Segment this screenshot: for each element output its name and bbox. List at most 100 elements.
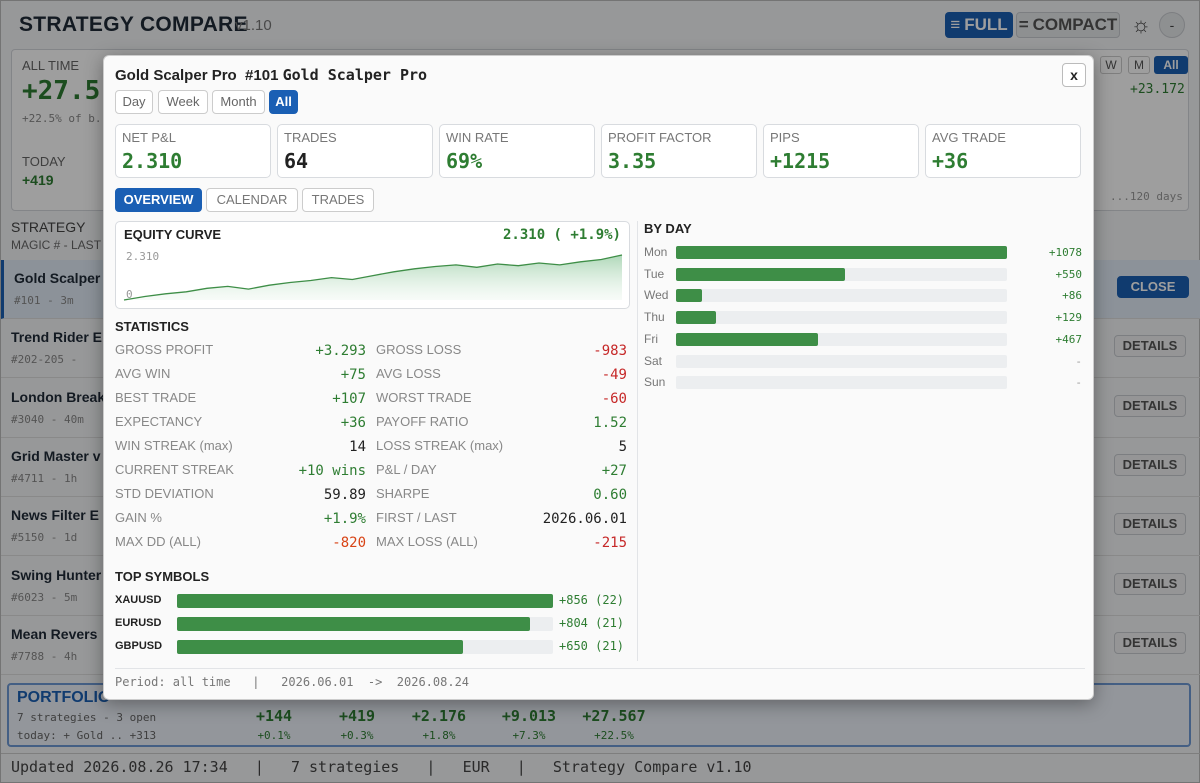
day-label: Fri (644, 331, 658, 346)
sun-icon: ☼ (1130, 12, 1152, 37)
portfolio-pct: +22.5% (594, 729, 634, 742)
tab-trades[interactable]: TRADES (302, 188, 374, 212)
status-updated: Updated 2026.08.26 17:34 (11, 758, 228, 776)
status-bar: Updated 2026.08.26 17:34 | 7 strategies … (1, 753, 1200, 783)
equity-curve-title: EQUITY CURVE (124, 227, 222, 242)
kpi-value: 2.310 (122, 149, 183, 173)
period-week-button[interactable]: W (1100, 56, 1122, 74)
symbol-bar-track (177, 594, 553, 608)
symbol-value: +804 (21) (559, 616, 625, 630)
by-day-title: BY DAY (644, 221, 692, 236)
portfolio-value: +419 (338, 707, 376, 725)
stat-value: 0.60 (593, 487, 627, 503)
minimize-button[interactable]: - (1159, 12, 1185, 38)
portfolio-sub: 7 strategies - 3 open (17, 711, 157, 724)
period-tab-month[interactable]: Month (212, 90, 265, 114)
modal-title-name: Gold Scalper Pro (282, 66, 428, 84)
equity-curve-value: 2.310 ( +1.9%) (502, 227, 621, 243)
today-value: +419 (22, 172, 54, 188)
modal-close-button[interactable]: x (1062, 63, 1086, 87)
symbol-bar (177, 594, 553, 608)
day-label: Tue (644, 266, 665, 281)
close-details-button[interactable]: CLOSE (1117, 276, 1189, 298)
tab-overview[interactable]: OVERVIEW (115, 188, 202, 212)
modal-title: Gold Scalper Pro #101 Gold Scalper Pro (115, 66, 427, 84)
day-label: Sun (644, 375, 666, 390)
strategy-meta: #5150 - 1d (11, 531, 78, 545)
period-all-button[interactable]: All (1154, 56, 1188, 74)
details-button[interactable]: DETAILS (1114, 631, 1186, 654)
portfolio-pct: +0.3% (340, 729, 374, 742)
details-button[interactable]: DETAILS (1114, 335, 1186, 358)
strategy-name: Mean Revers (11, 625, 98, 642)
stat-value: +1.9% (323, 511, 366, 527)
day-label: Mon (644, 245, 668, 259)
period-month-button[interactable]: M (1128, 56, 1150, 74)
day-value: - (1075, 376, 1082, 390)
stat-value: +27 (601, 463, 627, 479)
stat-label: EXPECTANCY (115, 414, 203, 429)
period-tab-week[interactable]: Week (158, 90, 208, 114)
period-tab-day[interactable]: Day (115, 90, 153, 114)
statistics-title: STATISTICS (115, 319, 189, 334)
equity-curve-card: 2.310 0 EQUITY CURVE 2.310 ( +1.9%) (115, 221, 630, 309)
theme-toggle-button[interactable]: ☼ (1127, 11, 1155, 39)
view-full-button[interactable]: ≡ FULL (945, 12, 1013, 38)
day-bar-track (676, 376, 1007, 390)
view-compact-button[interactable]: = COMPACT (1016, 12, 1120, 38)
status-currency: EUR (462, 758, 490, 776)
day-label: Wed (644, 288, 669, 303)
day-value: +86 (1062, 289, 1082, 303)
details-button[interactable]: DETAILS (1114, 572, 1186, 595)
app-header: STRATEGY COMPARE v1.10 ≡ FULL = COMPACT … (1, 1, 1200, 49)
stat-label: GROSS LOSS (376, 342, 462, 357)
kpi-label: TRADES (284, 130, 337, 145)
stat-label: AVG LOSS (376, 366, 441, 381)
stat-label: MAX DD (ALL) (115, 534, 201, 549)
period-tab-all[interactable]: All (269, 90, 298, 114)
view-full-label: FULL (964, 15, 1008, 34)
kpi-card: TRADES 64 (277, 124, 433, 178)
strategy-meta: #4711 - 1h (11, 471, 78, 485)
portfolio-title: PORTFOLIO (17, 689, 111, 706)
stat-value: -983 (593, 343, 627, 359)
strategy-name: Grid Master v (11, 447, 101, 464)
stat-label: MAX LOSS (ALL) (376, 534, 478, 549)
stat-value: 5 (618, 439, 627, 455)
stat-label: PAYOFF RATIO (376, 414, 469, 429)
summary-chart-days: ...120 days (1110, 190, 1183, 203)
strategy-name: News Filter E (11, 507, 99, 524)
alltime-sub: +22.5% of b. (22, 112, 102, 125)
stat-value: 2026.06.01 (542, 511, 627, 527)
stat-label: P&L / DAY (376, 462, 437, 477)
strategy-name: Trend Rider E (11, 329, 103, 346)
equals-icon: = (1018, 15, 1029, 34)
kpi-label: AVG TRADE (932, 130, 1006, 145)
portfolio-value: +9.013 (501, 707, 557, 725)
tab-calendar[interactable]: CALENDAR (206, 188, 298, 212)
today-label: TODAY (22, 154, 66, 169)
strategy-name: Gold Scalper (14, 270, 101, 286)
details-button[interactable]: DETAILS (1114, 394, 1186, 417)
stat-label: GROSS PROFIT (115, 342, 214, 357)
strategy-name: Swing Hunter (11, 566, 102, 583)
day-bar (676, 332, 819, 346)
day-bar (676, 267, 845, 281)
kpi-label: NET P&L (122, 130, 176, 145)
day-value: - (1075, 354, 1082, 368)
footer-to: 2026.08.24 (396, 675, 470, 689)
details-button[interactable]: DETAILS (1114, 453, 1186, 476)
stat-value: -215 (593, 535, 627, 551)
symbol-label: XAUUSD (115, 594, 162, 606)
strategy-meta: #101 - 3m (14, 294, 74, 307)
magic-column-header: MAGIC # - LAST (11, 238, 102, 252)
strategy-meta: #202-205 - (11, 353, 78, 367)
portfolio-value: +2.176 (411, 707, 467, 725)
footer-arrow: -> (367, 675, 383, 689)
day-value: +550 (1055, 267, 1083, 281)
column-divider (637, 221, 638, 661)
stat-label: LOSS STREAK (max) (376, 438, 504, 453)
strategy-row[interactable]: News Filter E #5150 - 1d DETAILS (1, 497, 1200, 557)
equity-curve-chart: 2.310 0 (123, 250, 623, 301)
details-button[interactable]: DETAILS (1114, 513, 1186, 536)
